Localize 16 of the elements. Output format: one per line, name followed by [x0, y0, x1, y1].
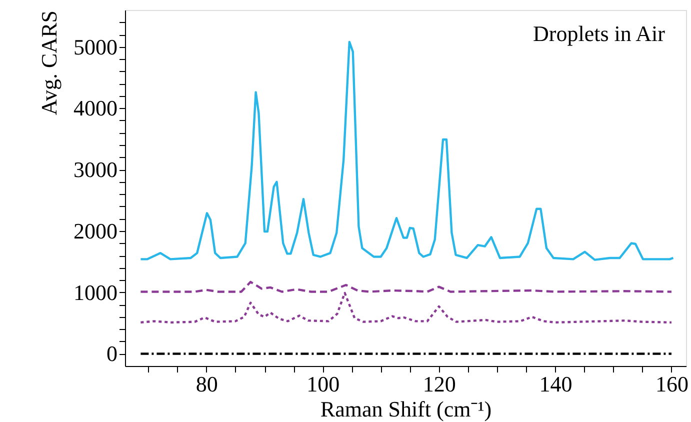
y-tick-label: 2000 — [74, 218, 118, 244]
x-tick-label: 100 — [306, 372, 340, 396]
x-tick-label: 80 — [196, 372, 218, 396]
y-tick-label: 1000 — [74, 280, 118, 305]
x-tick-label: 140 — [539, 372, 572, 396]
x-axis-title: Raman Shift (cm⁻¹) — [320, 396, 492, 422]
x-tick-label: 160 — [655, 372, 688, 396]
y-tick-label: 4000 — [74, 96, 118, 121]
x-tick-label: 120 — [422, 372, 456, 396]
y-axis-title: Avg. CARS — [36, 10, 62, 116]
annotation: Droplets in Air — [533, 21, 666, 46]
y-tick-label: 3000 — [74, 157, 118, 182]
y-tick-label: 0 — [106, 341, 118, 366]
line-series — [140, 280, 673, 293]
line-series — [140, 292, 673, 324]
y-tick-label: 5000 — [74, 34, 118, 60]
